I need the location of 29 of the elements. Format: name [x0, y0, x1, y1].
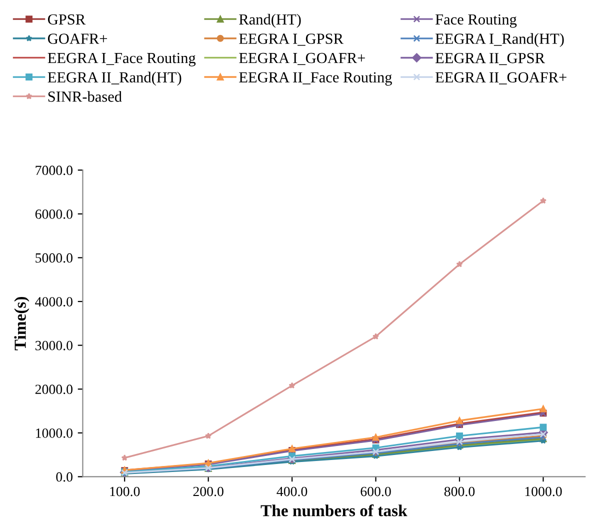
legend-label: EEGRA I_GPSR — [239, 34, 344, 46]
y-tick-label: 2000.0 — [35, 384, 72, 394]
legend-label: EEGRA II_GPSR — [435, 52, 545, 66]
legend-label: SINR-based — [48, 91, 122, 102]
legend-label: GPSR — [48, 14, 86, 25]
legend-label: Face Routing — [435, 14, 517, 28]
y-tick-label: 6000.0 — [35, 209, 72, 219]
legend-label: EEGRA I_Rand(HT) — [435, 33, 564, 48]
y-axis-title: Time(s) — [14, 296, 30, 350]
x-tick-label: 1000.0 — [525, 486, 562, 496]
y-tick-label: 3000.0 — [35, 340, 72, 350]
legend-label: GOAFR+ — [48, 34, 108, 44]
legend-label: EEGRA II_Rand(HT) — [48, 72, 182, 86]
legend-label: EEGRA II_Face Routing — [239, 72, 392, 86]
legend-label: EEGRA II_GOAFR+ — [435, 72, 566, 84]
x-axis-title: The numbers of task — [260, 504, 408, 516]
x-tick-label: 200.0 — [193, 486, 224, 496]
y-tick-label: 0.0 — [56, 472, 72, 482]
x-tick-label: 600.0 — [360, 486, 391, 496]
y-tick-label: 4000.0 — [35, 297, 72, 307]
y-tick-label: 1000.0 — [36, 428, 72, 438]
x-tick-label: 800.0 — [444, 486, 475, 496]
legend-label: Rand(HT) — [239, 14, 301, 28]
x-tick-label: 100.0 — [110, 486, 140, 496]
legend-label: EEGRA I_Face Routing — [48, 52, 196, 66]
x-tick-label: 400.0 — [276, 486, 308, 496]
y-tick-label: 7000.0 — [36, 166, 72, 176]
legend-label: EEGRA I_GOAFR+ — [239, 52, 365, 66]
y-tick-label: 5000.0 — [36, 253, 72, 263]
